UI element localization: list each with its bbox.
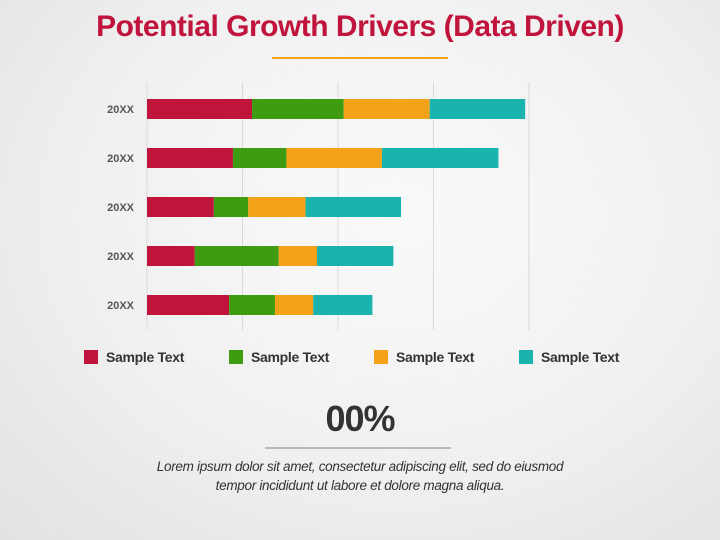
bar-row3-series3 — [248, 197, 306, 217]
slide-title: Potential Growth Drivers (Data Driven) — [96, 10, 624, 43]
legend-item-3: Sample Text — [374, 347, 474, 367]
legend-label-1: Sample Text — [106, 349, 185, 365]
bar-row2-series2 — [232, 148, 287, 168]
legend-label-4: Sample Text — [541, 349, 620, 365]
description-line-1: Lorem ipsum dolor sit amet, consectetur … — [156, 459, 564, 474]
bars — [147, 99, 526, 315]
category-label-5: 20XX — [107, 300, 135, 312]
bar-row4-series1 — [147, 246, 195, 266]
legend-swatch-1 — [84, 350, 98, 364]
bar-row2-series4 — [381, 148, 499, 168]
legend-swatch-4 — [519, 350, 533, 364]
bar-row1-series2 — [252, 99, 344, 119]
legend-swatch-3 — [374, 350, 388, 364]
bar-row2-series1 — [147, 148, 233, 168]
category-label-1: 20XX — [107, 104, 135, 116]
bar-row1-series4 — [429, 99, 526, 119]
category-labels: 20XX 20XX 20XX 20XX 20XX — [107, 104, 135, 312]
bar-row1-series1 — [147, 99, 253, 119]
description-text: Lorem ipsum dolor sit amet, consectetur … — [120, 457, 600, 495]
bar-row5-series2 — [229, 295, 275, 315]
legend-item-2: Sample Text — [229, 347, 329, 367]
stat-value: 00% — [325, 398, 395, 439]
category-label-4: 20XX — [107, 251, 135, 263]
description-line-2: tempor incididunt ut labore et dolore ma… — [215, 478, 505, 493]
legend-label-2: Sample Text — [251, 349, 330, 365]
bar-row3-series1 — [147, 197, 214, 217]
bar-row3-series4 — [305, 197, 402, 217]
bar-row2-series3 — [286, 148, 382, 168]
bar-row1-series3 — [343, 99, 430, 119]
stat-divider — [265, 447, 451, 449]
legend-item-1: Sample Text — [84, 347, 184, 367]
category-label-2: 20XX — [107, 153, 135, 165]
stacked-bar-chart: 20XX 20XX 20XX 20XX 20XX — [107, 82, 530, 330]
bar-row4-series3 — [278, 246, 317, 266]
bar-row5-series4 — [313, 295, 373, 315]
chart-legend: Sample Text Sample Text Sample Text Sample … — [84, 347, 644, 367]
legend-item-4: Sample Text — [519, 347, 619, 367]
legend-swatch-2 — [229, 350, 243, 364]
legend-label-3: Sample Text — [396, 349, 475, 365]
bar-row3-series2 — [213, 197, 249, 217]
bar-row4-series4 — [316, 246, 394, 266]
title-underline — [272, 57, 448, 59]
bar-row5-series3 — [274, 295, 314, 315]
category-label-3: 20XX — [107, 202, 135, 214]
bar-row4-series2 — [194, 246, 279, 266]
bar-row5-series1 — [147, 295, 230, 315]
